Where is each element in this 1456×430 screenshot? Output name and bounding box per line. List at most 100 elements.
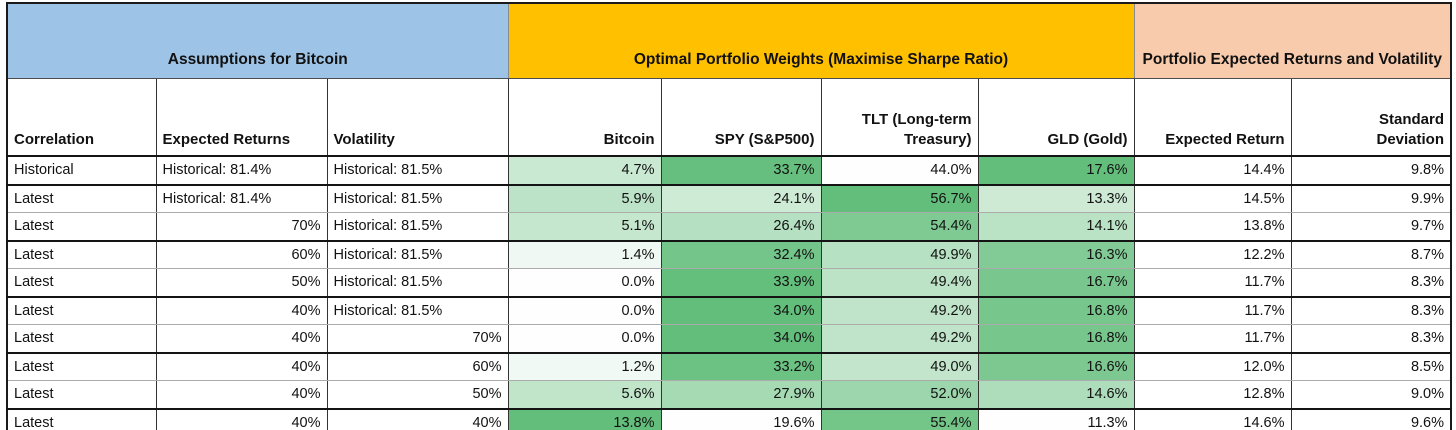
col-header-volatility[interactable]: Volatility bbox=[326, 78, 509, 157]
cell-r1-c9[interactable]: 9.8% bbox=[1290, 156, 1452, 186]
cell-r2-c5[interactable]: 24.1% bbox=[660, 184, 822, 213]
cell-r10-c4[interactable]: 13.8% bbox=[507, 408, 662, 430]
cell-r4-c3[interactable]: Historical: 81.5% bbox=[326, 240, 509, 269]
cell-r7-c7[interactable]: 16.8% bbox=[977, 324, 1135, 354]
cell-r1-c1[interactable]: Historical bbox=[6, 156, 157, 186]
cell-r7-c8[interactable]: 11.7% bbox=[1133, 324, 1292, 354]
cell-r5-c2[interactable]: 50% bbox=[155, 268, 328, 298]
cell-r10-c7[interactable]: 11.3% bbox=[977, 408, 1135, 430]
cell-r8-c6[interactable]: 49.0% bbox=[820, 352, 979, 381]
cell-r8-c8[interactable]: 12.0% bbox=[1133, 352, 1292, 381]
cell-r5-c9[interactable]: 8.3% bbox=[1290, 268, 1452, 298]
cell-r8-c5[interactable]: 33.2% bbox=[660, 352, 822, 381]
cell-r6-c9[interactable]: 8.3% bbox=[1290, 296, 1452, 325]
cell-r5-c5[interactable]: 33.9% bbox=[660, 268, 822, 298]
col-header-expected-return[interactable]: Expected Return bbox=[1133, 78, 1292, 157]
cell-r7-c5[interactable]: 34.0% bbox=[660, 324, 822, 354]
cell-r7-c1[interactable]: Latest bbox=[6, 324, 157, 354]
cell-r2-c7[interactable]: 13.3% bbox=[977, 184, 1135, 213]
cell-r7-c9[interactable]: 8.3% bbox=[1290, 324, 1452, 354]
cell-r2-c4[interactable]: 5.9% bbox=[507, 184, 662, 213]
cell-r9-c6[interactable]: 52.0% bbox=[820, 380, 979, 410]
cell-r6-c3[interactable]: Historical: 81.5% bbox=[326, 296, 509, 325]
cell-r4-c8[interactable]: 12.2% bbox=[1133, 240, 1292, 269]
cell-r9-c3[interactable]: 50% bbox=[326, 380, 509, 410]
cell-r9-c4[interactable]: 5.6% bbox=[507, 380, 662, 410]
col-header-spy[interactable]: SPY (S&P500) bbox=[660, 78, 822, 157]
cell-r3-c4[interactable]: 5.1% bbox=[507, 212, 662, 242]
cell-r10-c2[interactable]: 40% bbox=[155, 408, 328, 430]
cell-r5-c4[interactable]: 0.0% bbox=[507, 268, 662, 298]
cell-r10-c9[interactable]: 9.6% bbox=[1290, 408, 1452, 430]
cell-r8-c3[interactable]: 60% bbox=[326, 352, 509, 381]
cell-r2-c2[interactable]: Historical: 81.4% bbox=[155, 184, 328, 213]
cell-r4-c5[interactable]: 32.4% bbox=[660, 240, 822, 269]
cell-r3-c9[interactable]: 9.7% bbox=[1290, 212, 1452, 242]
cell-r7-c6[interactable]: 49.2% bbox=[820, 324, 979, 354]
cell-r5-c3[interactable]: Historical: 81.5% bbox=[326, 268, 509, 298]
cell-r8-c1[interactable]: Latest bbox=[6, 352, 157, 381]
cell-r1-c6[interactable]: 44.0% bbox=[820, 156, 979, 186]
cell-r3-c7[interactable]: 14.1% bbox=[977, 212, 1135, 242]
cell-r6-c8[interactable]: 11.7% bbox=[1133, 296, 1292, 325]
cell-r3-c1[interactable]: Latest bbox=[6, 212, 157, 242]
cell-r6-c4[interactable]: 0.0% bbox=[507, 296, 662, 325]
cell-r2-c3[interactable]: Historical: 81.5% bbox=[326, 184, 509, 213]
cell-r3-c2[interactable]: 70% bbox=[155, 212, 328, 242]
cell-r5-c1[interactable]: Latest bbox=[6, 268, 157, 298]
cell-r4-c2[interactable]: 60% bbox=[155, 240, 328, 269]
cell-r9-c7[interactable]: 14.6% bbox=[977, 380, 1135, 410]
cell-r2-c6[interactable]: 56.7% bbox=[820, 184, 979, 213]
cell-r7-c4[interactable]: 0.0% bbox=[507, 324, 662, 354]
cell-r2-c1[interactable]: Latest bbox=[6, 184, 157, 213]
cell-r3-c8[interactable]: 13.8% bbox=[1133, 212, 1292, 242]
cell-r5-c8[interactable]: 11.7% bbox=[1133, 268, 1292, 298]
cell-r6-c1[interactable]: Latest bbox=[6, 296, 157, 325]
cell-r9-c9[interactable]: 9.0% bbox=[1290, 380, 1452, 410]
cell-r10-c1[interactable]: Latest bbox=[6, 408, 157, 430]
cell-r3-c3[interactable]: Historical: 81.5% bbox=[326, 212, 509, 242]
group-header-assumptions: Assumptions for Bitcoin bbox=[6, 3, 509, 79]
cell-r6-c6[interactable]: 49.2% bbox=[820, 296, 979, 325]
cell-r9-c8[interactable]: 12.8% bbox=[1133, 380, 1292, 410]
cell-r4-c1[interactable]: Latest bbox=[6, 240, 157, 269]
col-header-tlt[interactable]: TLT (Long-term Treasury) bbox=[820, 78, 979, 157]
cell-r2-c8[interactable]: 14.5% bbox=[1133, 184, 1292, 213]
cell-r6-c2[interactable]: 40% bbox=[155, 296, 328, 325]
cell-r1-c2[interactable]: Historical: 81.4% bbox=[155, 156, 328, 186]
cell-r9-c1[interactable]: Latest bbox=[6, 380, 157, 410]
cell-r6-c7[interactable]: 16.8% bbox=[977, 296, 1135, 325]
col-header-correlation[interactable]: Correlation bbox=[6, 78, 157, 157]
cell-r10-c8[interactable]: 14.6% bbox=[1133, 408, 1292, 430]
cell-r10-c5[interactable]: 19.6% bbox=[660, 408, 822, 430]
cell-r8-c9[interactable]: 8.5% bbox=[1290, 352, 1452, 381]
cell-r4-c7[interactable]: 16.3% bbox=[977, 240, 1135, 269]
cell-r7-c3[interactable]: 70% bbox=[326, 324, 509, 354]
cell-r4-c4[interactable]: 1.4% bbox=[507, 240, 662, 269]
cell-r5-c7[interactable]: 16.7% bbox=[977, 268, 1135, 298]
cell-r9-c2[interactable]: 40% bbox=[155, 380, 328, 410]
cell-r1-c8[interactable]: 14.4% bbox=[1133, 156, 1292, 186]
cell-r10-c3[interactable]: 40% bbox=[326, 408, 509, 430]
col-header-gld[interactable]: GLD (Gold) bbox=[977, 78, 1135, 157]
col-header-bitcoin[interactable]: Bitcoin bbox=[507, 78, 662, 157]
cell-r1-c4[interactable]: 4.7% bbox=[507, 156, 662, 186]
cell-r8-c7[interactable]: 16.6% bbox=[977, 352, 1135, 381]
cell-r4-c9[interactable]: 8.7% bbox=[1290, 240, 1452, 269]
col-header-expected-returns[interactable]: Expected Returns bbox=[155, 78, 328, 157]
cell-r1-c3[interactable]: Historical: 81.5% bbox=[326, 156, 509, 186]
cell-r3-c6[interactable]: 54.4% bbox=[820, 212, 979, 242]
cell-r3-c5[interactable]: 26.4% bbox=[660, 212, 822, 242]
cell-r8-c4[interactable]: 1.2% bbox=[507, 352, 662, 381]
col-header-standard-deviation[interactable]: Standard Deviation bbox=[1290, 78, 1452, 157]
cell-r6-c5[interactable]: 34.0% bbox=[660, 296, 822, 325]
cell-r4-c6[interactable]: 49.9% bbox=[820, 240, 979, 269]
cell-r8-c2[interactable]: 40% bbox=[155, 352, 328, 381]
cell-r7-c2[interactable]: 40% bbox=[155, 324, 328, 354]
cell-r1-c5[interactable]: 33.7% bbox=[660, 156, 822, 186]
cell-r5-c6[interactable]: 49.4% bbox=[820, 268, 979, 298]
cell-r2-c9[interactable]: 9.9% bbox=[1290, 184, 1452, 213]
cell-r10-c6[interactable]: 55.4% bbox=[820, 408, 979, 430]
cell-r9-c5[interactable]: 27.9% bbox=[660, 380, 822, 410]
cell-r1-c7[interactable]: 17.6% bbox=[977, 156, 1135, 186]
